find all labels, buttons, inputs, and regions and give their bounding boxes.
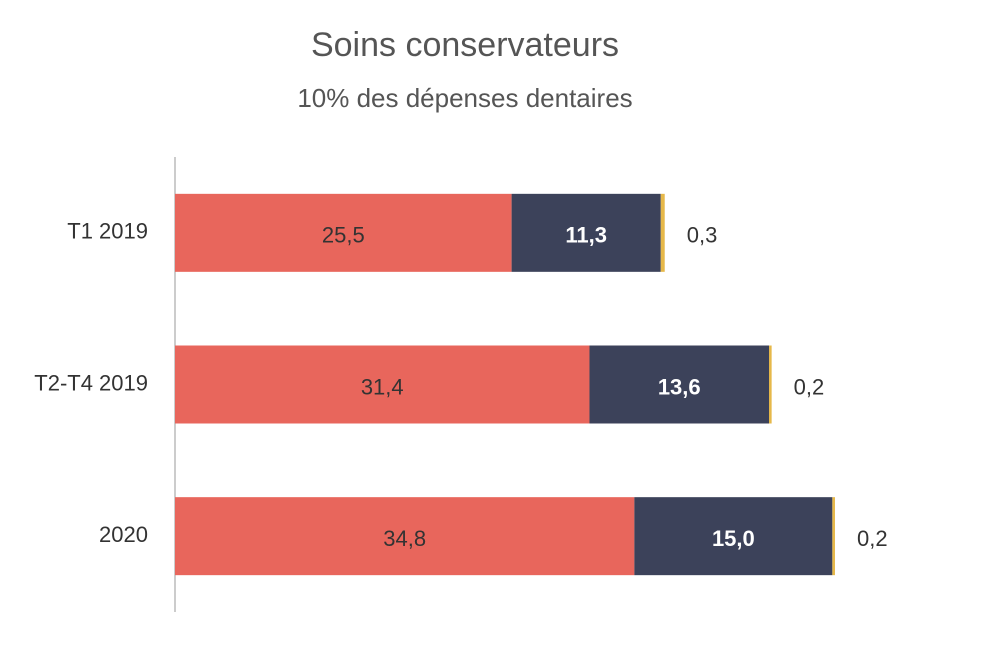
value-label: 0,3: [687, 223, 718, 248]
bar-segment: [634, 497, 833, 576]
chart-subtitle: 10% des dépenses dentaires: [297, 83, 632, 113]
bar-segment: [660, 193, 665, 272]
value-label: 31,4: [361, 374, 404, 399]
bar-segment: [769, 345, 772, 424]
bar-segment: [832, 497, 835, 576]
y-tick-label: T1 2019: [67, 219, 148, 244]
y-tick-label: 2020: [99, 522, 148, 547]
value-label: 0,2: [794, 374, 825, 399]
chart-title: Soins conservateurs: [311, 26, 619, 64]
value-label: 15,0: [712, 526, 755, 551]
value-label: 11,3: [565, 223, 607, 248]
bar-segment: [175, 497, 635, 576]
y-tick-label: T2-T4 2019: [34, 370, 148, 395]
value-label: 34,8: [383, 526, 426, 551]
value-label: 0,2: [857, 526, 888, 551]
value-label: 25,5: [322, 223, 365, 248]
bar-segment: [511, 193, 661, 272]
bar-segment: [175, 345, 590, 424]
bar-segment: [175, 193, 512, 272]
bar-segment: [589, 345, 769, 424]
value-label: 13,6: [658, 374, 701, 399]
